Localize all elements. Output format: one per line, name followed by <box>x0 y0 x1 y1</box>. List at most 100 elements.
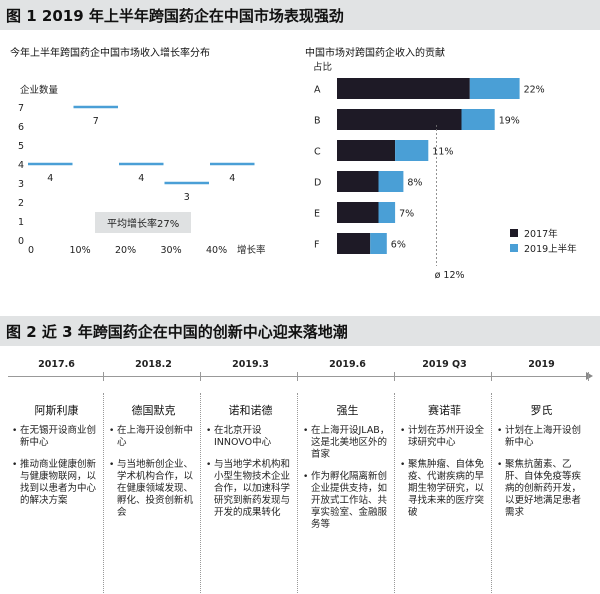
average-line-label: ø 12% <box>435 270 465 281</box>
bullet-dot-icon: • <box>206 426 212 436</box>
histogram-y-tick: 4 <box>18 160 24 171</box>
timeline-bullet-text: 在上海开设JLAB，这是北美地区外的首家 <box>311 425 390 460</box>
timeline-bullet-text: 作为孵化隔离新创企业提供支持，如开放式工作站、共享实验室、金融服务等 <box>311 471 388 530</box>
timeline-bullet-text: 聚焦肿瘤、自体免疫、代谢疾病的早期生物学研究，以寻找未来的医疗突破 <box>408 459 485 518</box>
bar-category-label: C <box>314 147 321 158</box>
bar-2017 <box>337 171 379 192</box>
timeline-tick <box>297 372 298 381</box>
bullet-dot-icon: • <box>109 460 115 470</box>
timeline-column: • 在上海开设创新中心 • 与当地新创企业、学术机构合作，以在健康领域发现、孵化、投资… <box>109 425 199 529</box>
timeline-company: 赛诺菲 <box>428 404 461 417</box>
timeline-divider <box>103 393 104 593</box>
legend-label-2019h1: 2019上半年 <box>524 244 577 255</box>
histogram-y-tick: 7 <box>18 103 24 114</box>
timeline-divider <box>200 393 201 593</box>
timeline-bullet: • 在无锡开设商业创新中心 <box>12 425 102 449</box>
timeline-tick <box>394 372 395 381</box>
timeline-bullet: • 聚焦肿瘤、自体免疫、代谢疾病的早期生物学研究，以寻找未来的医疗突破 <box>400 459 490 519</box>
legend-label-2017: 2017年 <box>524 229 558 240</box>
bar-2019h1 <box>378 202 396 223</box>
bullet-dot-icon: • <box>497 426 503 436</box>
histogram-y-tick: 0 <box>18 236 24 247</box>
timeline-divider <box>394 393 395 593</box>
timeline-company: 强生 <box>336 404 359 417</box>
figure-2-title-bar: 图 2 近 3 年跨国药企在中国的创新中心迎来落地潮 <box>0 316 600 346</box>
histogram-y-tick: 1 <box>18 217 24 228</box>
histogram-x-tick: 40% <box>206 245 227 256</box>
histogram-x-label: 增长率 <box>237 244 266 256</box>
bar-chart-title: 中国市场对跨国药企收入的贡献 <box>305 48 445 59</box>
bar-value-label: 11% <box>432 147 453 158</box>
bullet-dot-icon: • <box>12 460 18 470</box>
histogram-bin-label: 4 <box>47 173 53 184</box>
timeline-column: • 计划在苏州开设全球研究中心 • 聚焦肿瘤、自体免疫、代谢疾病的早期生物学研究，以寻… <box>400 425 490 529</box>
bar-2017 <box>337 140 396 161</box>
histogram-y-label: 企业数量 <box>20 85 59 96</box>
histogram-title: 今年上半年跨国药企中国市场收入增长率分布 <box>10 48 210 59</box>
histogram-bin-label: 4 <box>138 173 144 184</box>
timeline-year: 2019 Q3 <box>422 359 467 370</box>
bar-category-label: F <box>314 240 319 251</box>
timeline-bullet: • 计划在苏州开设全球研究中心 <box>400 425 490 449</box>
bar-value-label: 19% <box>499 116 520 127</box>
timeline-bullet-text: 在上海开设创新中心 <box>117 425 194 448</box>
timeline-divider <box>491 393 492 593</box>
bullet-dot-icon: • <box>400 460 406 470</box>
timeline-column: • 在上海开设JLAB，这是北美地区外的首家 • 作为孵化隔离新创企业提供支持，如开放… <box>303 425 393 541</box>
bar-2017 <box>337 109 462 130</box>
timeline-year: 2019.3 <box>232 359 269 370</box>
timeline-bullet-text: 推动商业健康创新与健康物联网，以找到以患者为中心的解决方案 <box>20 459 97 506</box>
histogram-bin-label: 7 <box>93 116 99 127</box>
bullet-dot-icon: • <box>12 426 18 436</box>
bar-category-label: A <box>314 85 321 96</box>
timeline-bullet: • 在上海开设JLAB，这是北美地区外的首家 <box>303 425 393 461</box>
timeline-year: 2017.6 <box>38 359 75 370</box>
bullet-dot-icon: • <box>497 460 503 470</box>
timeline-bullet-text: 与当地新创企业、学术机构合作，以在健康领域发现、孵化、投资创新机会 <box>117 459 194 518</box>
timeline-year: 2019 <box>528 359 555 370</box>
timeline-bullet-text: 聚焦抗菌素、乙肝、自体免疫等疾病的创新药开发，以更好地满足患者需求 <box>505 459 582 518</box>
bullet-dot-icon: • <box>206 460 212 470</box>
timeline-divider <box>297 393 298 593</box>
histogram-x-tick: 10% <box>70 245 91 256</box>
timeline-company: 罗氏 <box>530 404 553 417</box>
bar-category-label: B <box>314 116 321 127</box>
timeline-bullet: • 推动商业健康创新与健康物联网，以找到以患者为中心的解决方案 <box>12 459 102 507</box>
histogram-chart: 0 1 2 3 4 5 6 7 4 7 4 3 4 0 10% 20% 30% 40% 增长率 <box>18 103 266 256</box>
bar-2019h1 <box>461 109 495 130</box>
timeline-column: • 计划在上海开设创新中心 • 聚焦抗菌素、乙肝、自体免疫等疾病的创新药开发，以更好地… <box>497 425 587 529</box>
timeline-axis <box>8 376 590 377</box>
timeline-bullet-text: 计划在上海开设创新中心 <box>505 425 582 448</box>
legend-swatch-2017 <box>510 229 518 237</box>
bar-2019h1 <box>469 78 520 99</box>
legend-item-2017: 2017年 <box>510 226 558 240</box>
bar-chart-y-label: 占比 <box>313 62 333 73</box>
timeline-bullet-text: 与当地学术机构和小型生物技术企业合作，以加速科学研究到新药发现与开发的成果转化 <box>214 459 291 518</box>
timeline-bullet: • 与当地新创企业、学术机构合作，以在健康领域发现、孵化、投资创新机会 <box>109 459 199 519</box>
histogram-y-tick: 3 <box>18 179 24 190</box>
timeline-tick <box>588 372 589 381</box>
timeline-column: • 在无锡开设商业创新中心 • 推动商业健康创新与健康物联网，以找到以患者为中心的解决… <box>12 425 102 517</box>
histogram-bin-label: 4 <box>229 173 235 184</box>
bar-category-label: E <box>314 209 320 220</box>
legend-swatch-2019h1 <box>510 244 518 252</box>
timeline-company: 德国默克 <box>131 404 176 417</box>
figure-1-title-bar: 图 1 2019 年上半年跨国药企在中国市场表现强劲 <box>0 0 600 30</box>
histogram-y-tick: 6 <box>18 122 24 133</box>
timeline-bullet: • 在上海开设创新中心 <box>109 425 199 449</box>
bullet-dot-icon: • <box>400 426 406 436</box>
histogram-x-tick: 0 <box>28 245 34 256</box>
bar-category-label: D <box>314 178 321 189</box>
bar-2019h1 <box>395 140 429 161</box>
timeline-tick <box>103 372 104 381</box>
histogram-x-tick: 20% <box>115 245 136 256</box>
timeline-bullet-text: 在无锡开设商业创新中心 <box>20 425 97 448</box>
bullet-dot-icon: • <box>109 426 115 436</box>
timeline-bullet-text: 在北京开设INNOVO中心 <box>214 425 272 448</box>
bullet-dot-icon: • <box>303 472 309 482</box>
histogram-x-tick: 30% <box>161 245 182 256</box>
bar-2017 <box>337 202 379 223</box>
bar-value-label: 7% <box>399 209 414 220</box>
timeline-company: 诺和诺德 <box>228 404 273 417</box>
legend-item-2019h1: 2019上半年 <box>510 241 577 255</box>
